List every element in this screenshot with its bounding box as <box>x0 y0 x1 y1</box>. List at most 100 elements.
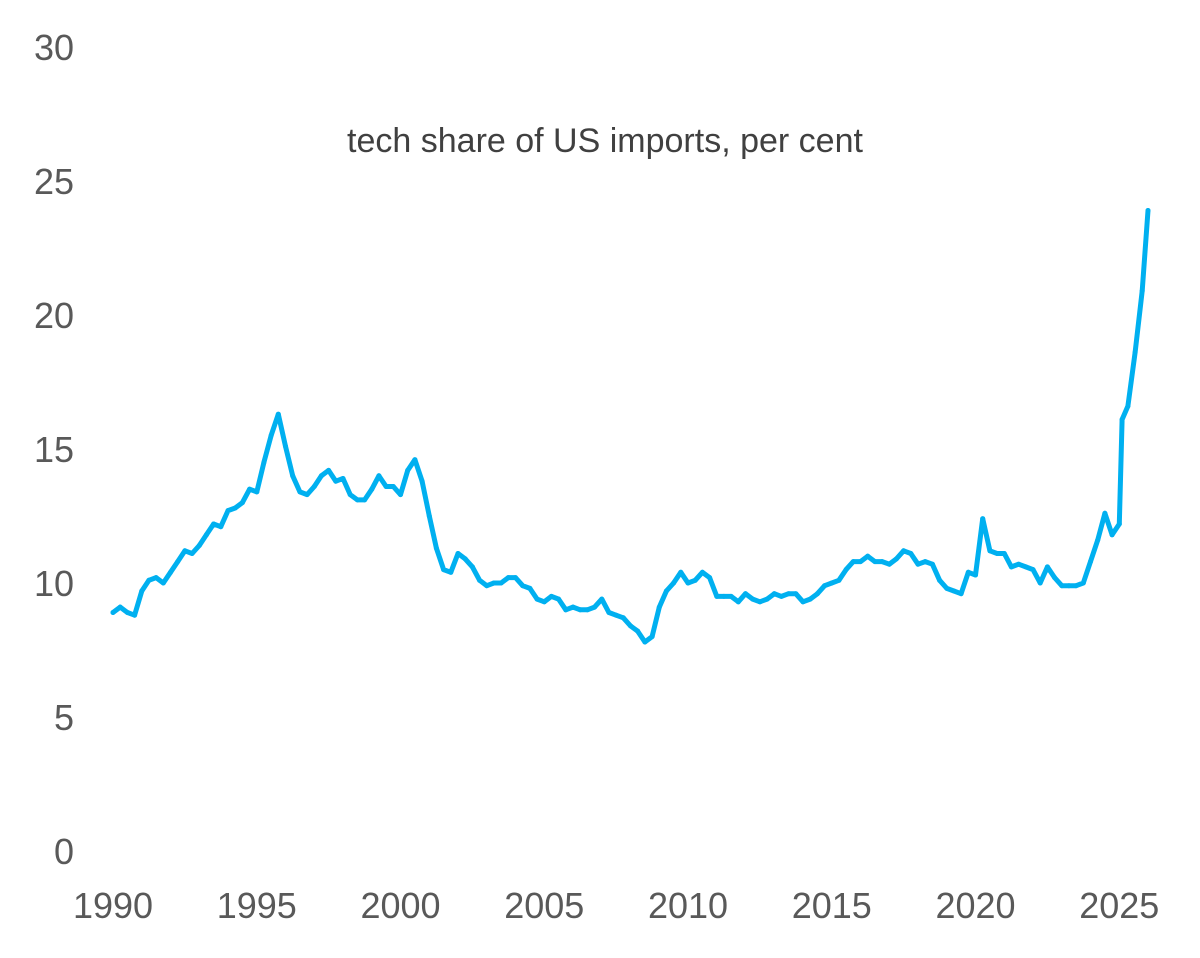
series-group <box>110 208 1151 645</box>
data-point <box>987 548 993 554</box>
data-point <box>886 561 892 567</box>
data-point <box>462 556 468 562</box>
x-tick-label: 2015 <box>792 885 872 926</box>
data-point <box>189 551 195 556</box>
x-tick-label: 2020 <box>935 885 1015 926</box>
data-point <box>146 577 152 583</box>
data-point <box>412 457 418 463</box>
data-point <box>1016 561 1022 567</box>
series-line <box>110 208 1151 645</box>
data-point <box>254 489 260 495</box>
data-point <box>548 593 554 599</box>
data-point <box>958 591 964 597</box>
data-point <box>275 411 281 417</box>
data-point <box>678 569 684 575</box>
y-axis: 0 5 10 15 20 25 30 <box>34 27 74 872</box>
data-point <box>132 612 138 618</box>
x-tick-label: 2000 <box>360 885 440 926</box>
data-point <box>347 492 353 498</box>
data-point <box>829 580 835 586</box>
data-point <box>980 516 986 522</box>
data-point <box>721 593 727 599</box>
data-point <box>707 575 713 581</box>
data-point <box>304 492 310 498</box>
data-point <box>1125 403 1131 409</box>
data-point <box>297 489 303 495</box>
data-point <box>793 591 799 597</box>
data-point <box>699 569 705 575</box>
data-point <box>139 588 145 594</box>
data-point <box>606 610 612 615</box>
data-point <box>1095 537 1101 543</box>
data-point <box>613 612 619 618</box>
data-point <box>937 577 943 583</box>
data-point <box>484 583 490 589</box>
data-point <box>620 615 626 621</box>
data-point <box>750 596 756 602</box>
data-point <box>390 484 396 489</box>
data-point <box>671 580 677 586</box>
data-point <box>333 478 339 484</box>
data-point <box>441 567 447 573</box>
x-tick-label: 2005 <box>504 885 584 926</box>
data-point <box>505 575 511 581</box>
data-point <box>778 593 784 599</box>
data-point <box>405 467 411 473</box>
data-point <box>728 593 734 599</box>
data-point <box>951 588 957 594</box>
data-point <box>117 604 123 610</box>
data-point <box>771 591 777 597</box>
data-point <box>153 575 159 581</box>
data-point <box>362 497 368 503</box>
data-point <box>822 583 828 589</box>
data-point <box>527 585 533 591</box>
data-point <box>376 473 382 479</box>
data-point <box>1044 564 1050 570</box>
x-tick-label: 2025 <box>1079 885 1159 926</box>
y-tick-label: 20 <box>34 295 74 336</box>
data-point <box>1037 580 1043 586</box>
data-point <box>570 604 576 610</box>
data-point <box>836 577 842 583</box>
data-point <box>879 559 885 565</box>
data-point <box>239 500 245 506</box>
data-point <box>944 585 950 591</box>
data-point <box>247 486 253 492</box>
data-point <box>182 548 188 554</box>
y-tick-label: 25 <box>34 161 74 202</box>
data-point <box>843 567 849 573</box>
data-point <box>318 473 324 479</box>
data-point <box>865 553 871 559</box>
data-point <box>124 610 130 615</box>
data-point <box>419 478 425 484</box>
data-point <box>1119 417 1125 422</box>
data-point <box>534 596 540 602</box>
data-point <box>340 476 346 481</box>
data-point <box>628 623 633 629</box>
data-point <box>893 556 899 562</box>
data-point <box>541 599 547 605</box>
data-point <box>1030 567 1036 573</box>
data-point <box>469 564 475 570</box>
data-point <box>498 580 504 586</box>
data-point <box>1066 583 1072 589</box>
data-point <box>656 604 662 610</box>
data-point <box>283 443 288 449</box>
data-point <box>354 497 360 503</box>
data-point <box>858 559 863 565</box>
data-point <box>1088 559 1093 565</box>
y-tick-label: 10 <box>34 563 74 604</box>
data-point <box>764 596 770 602</box>
data-point <box>915 561 921 567</box>
data-point <box>714 593 720 599</box>
data-point <box>196 543 202 548</box>
data-point <box>908 551 914 556</box>
data-point <box>1116 521 1122 527</box>
data-point <box>520 583 526 589</box>
data-point <box>872 559 878 565</box>
data-point <box>203 532 209 538</box>
data-point <box>1052 575 1058 581</box>
data-point <box>175 559 181 565</box>
data-point <box>369 486 375 492</box>
